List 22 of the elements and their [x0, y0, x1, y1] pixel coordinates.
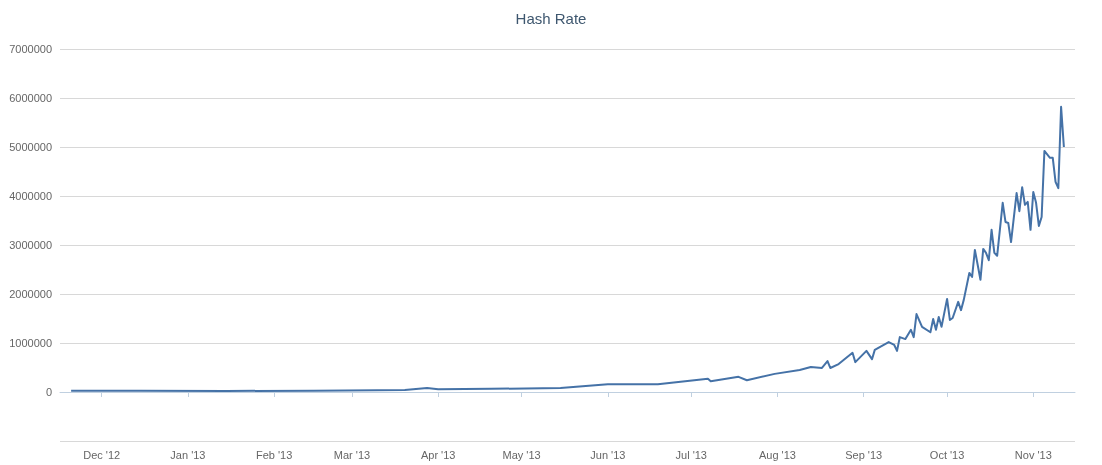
x-tick-label: Apr '13 — [420, 448, 456, 461]
y-tick-label: 1000000 — [9, 337, 52, 349]
x-tick-label: Jan '13 — [170, 448, 206, 461]
y-tick-label: 2000000 — [9, 288, 52, 300]
x-tick-label: Jun '13 — [590, 448, 626, 461]
x-tick-label: Jul '13 — [675, 448, 707, 461]
y-tick-label: 3000000 — [9, 239, 52, 251]
y-tick-label: 4000000 — [9, 190, 52, 202]
x-tick-label: Oct '13 — [929, 448, 965, 461]
x-tick-label: Dec '12 — [83, 448, 121, 461]
chart-title: Hash Rate — [515, 10, 587, 27]
x-tick-label: Aug '13 — [758, 448, 796, 461]
line-series — [70, 105, 1065, 392]
x-tick-label: Sep '13 — [845, 448, 883, 461]
x-tick-label: Mar '13 — [333, 448, 371, 461]
y-tick-label: 0 — [45, 386, 52, 398]
x-tick-label: Feb '13 — [255, 448, 293, 461]
y-tick-label: 7000000 — [9, 43, 52, 55]
x-tick-label: May '13 — [502, 448, 541, 461]
y-tick-label: 5000000 — [9, 141, 52, 153]
y-tick-label: 6000000 — [9, 92, 52, 104]
x-tick-label: Nov '13 — [1014, 448, 1052, 461]
